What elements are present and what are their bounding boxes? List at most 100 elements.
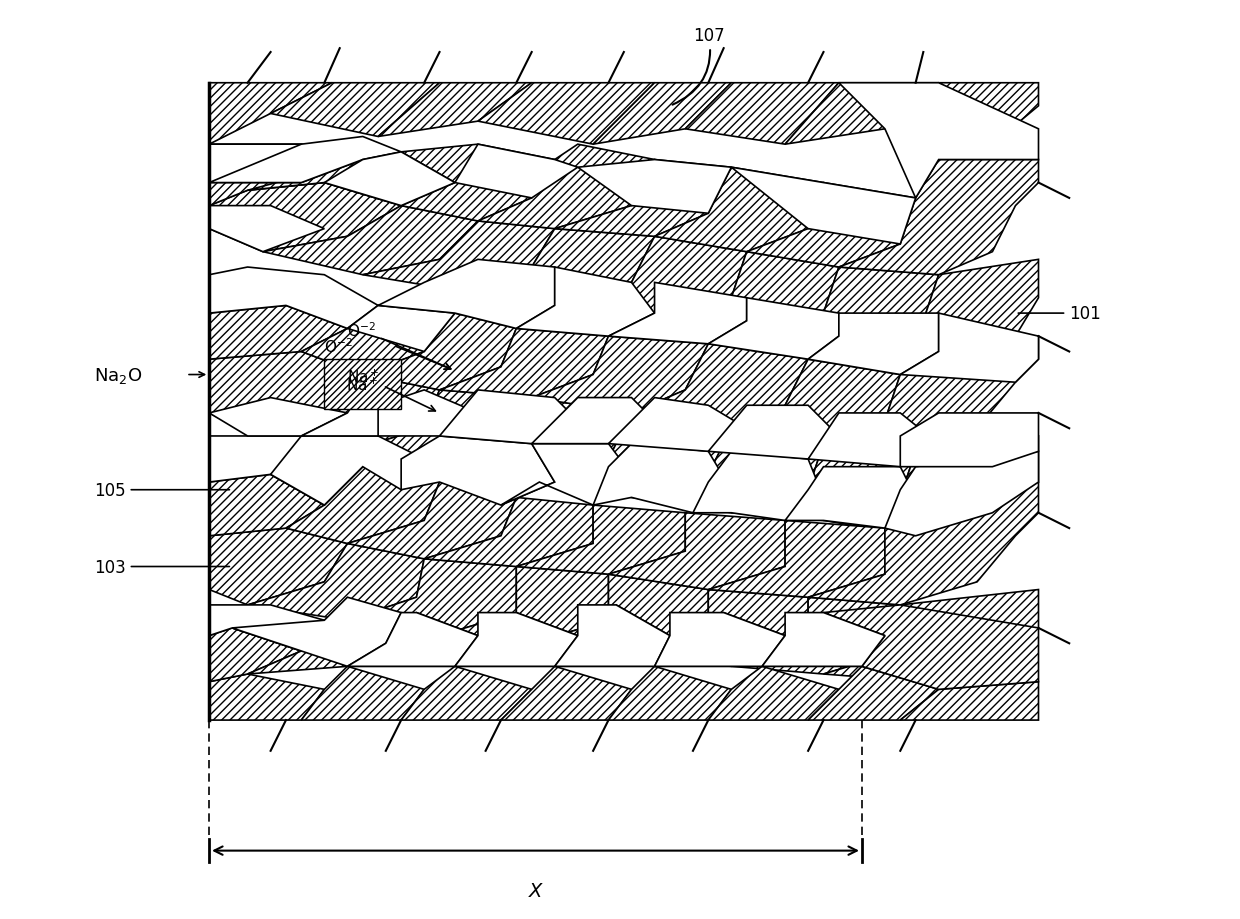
Text: X: X <box>528 881 542 901</box>
Polygon shape <box>248 620 386 675</box>
Polygon shape <box>210 675 325 720</box>
Polygon shape <box>655 613 785 666</box>
Polygon shape <box>232 597 402 666</box>
Text: 105: 105 <box>94 482 229 499</box>
Polygon shape <box>732 359 900 444</box>
Polygon shape <box>655 253 838 336</box>
Polygon shape <box>838 84 1039 199</box>
Polygon shape <box>402 437 554 505</box>
Polygon shape <box>347 560 516 636</box>
Polygon shape <box>210 207 325 253</box>
Polygon shape <box>847 260 1039 359</box>
Polygon shape <box>477 145 655 230</box>
Polygon shape <box>554 160 732 237</box>
Polygon shape <box>554 606 670 666</box>
Polygon shape <box>363 313 516 391</box>
Polygon shape <box>210 528 347 606</box>
Polygon shape <box>210 306 347 359</box>
Polygon shape <box>301 306 455 375</box>
Polygon shape <box>708 406 838 460</box>
Polygon shape <box>501 666 631 720</box>
Polygon shape <box>439 398 631 482</box>
Polygon shape <box>347 613 477 666</box>
Polygon shape <box>609 513 785 590</box>
Text: 107: 107 <box>672 28 724 106</box>
Polygon shape <box>631 345 808 429</box>
Polygon shape <box>455 145 578 199</box>
Polygon shape <box>455 613 578 666</box>
Polygon shape <box>347 306 455 352</box>
Polygon shape <box>210 145 363 207</box>
Polygon shape <box>210 398 347 437</box>
Polygon shape <box>210 84 332 145</box>
Polygon shape <box>631 590 808 666</box>
Polygon shape <box>501 444 631 505</box>
Polygon shape <box>693 452 823 521</box>
Polygon shape <box>823 437 1039 536</box>
Polygon shape <box>885 452 1039 536</box>
Polygon shape <box>210 475 325 536</box>
Polygon shape <box>785 84 939 145</box>
Polygon shape <box>763 613 885 666</box>
Polygon shape <box>732 168 915 244</box>
Polygon shape <box>900 313 1039 383</box>
Polygon shape <box>248 544 424 620</box>
Text: O$^{-2}$: O$^{-2}$ <box>347 321 450 369</box>
Polygon shape <box>554 606 670 666</box>
Polygon shape <box>347 391 532 467</box>
Polygon shape <box>347 613 477 666</box>
Polygon shape <box>424 498 593 567</box>
Polygon shape <box>402 145 554 221</box>
Polygon shape <box>455 613 578 666</box>
FancyBboxPatch shape <box>325 359 402 410</box>
Polygon shape <box>900 414 1039 467</box>
Polygon shape <box>823 606 1039 689</box>
Polygon shape <box>746 267 939 345</box>
Polygon shape <box>900 682 1039 720</box>
Polygon shape <box>270 84 439 137</box>
Polygon shape <box>732 597 900 675</box>
Polygon shape <box>655 613 785 666</box>
Polygon shape <box>516 267 655 336</box>
Polygon shape <box>539 414 732 498</box>
Polygon shape <box>554 237 746 322</box>
Polygon shape <box>578 160 732 214</box>
Polygon shape <box>593 444 732 513</box>
Polygon shape <box>210 184 402 253</box>
Polygon shape <box>823 336 1039 452</box>
Text: Na$^+$: Na$^+$ <box>346 377 379 393</box>
Polygon shape <box>347 482 516 560</box>
Polygon shape <box>402 666 532 720</box>
Polygon shape <box>838 160 1039 276</box>
Polygon shape <box>255 375 439 452</box>
Polygon shape <box>823 590 1039 682</box>
Polygon shape <box>885 84 1039 145</box>
Polygon shape <box>378 260 554 329</box>
Polygon shape <box>532 574 708 659</box>
Text: Na$_2$O: Na$_2$O <box>94 365 143 385</box>
Polygon shape <box>732 444 915 521</box>
Polygon shape <box>708 521 885 597</box>
Polygon shape <box>655 168 823 253</box>
Polygon shape <box>609 283 746 345</box>
Polygon shape <box>808 666 939 720</box>
Polygon shape <box>609 398 746 452</box>
Polygon shape <box>609 666 732 720</box>
Polygon shape <box>325 153 455 207</box>
Polygon shape <box>270 437 439 505</box>
Polygon shape <box>763 613 885 666</box>
Polygon shape <box>210 352 363 437</box>
Polygon shape <box>439 329 609 398</box>
Polygon shape <box>808 482 1039 606</box>
Polygon shape <box>378 391 477 437</box>
Polygon shape <box>808 414 939 467</box>
Polygon shape <box>785 467 915 528</box>
Polygon shape <box>686 84 838 145</box>
Polygon shape <box>708 299 838 359</box>
Polygon shape <box>210 145 363 184</box>
Polygon shape <box>532 398 655 444</box>
Polygon shape <box>263 207 477 276</box>
Text: Na$^+$: Na$^+$ <box>347 369 435 412</box>
Polygon shape <box>439 391 578 444</box>
Polygon shape <box>210 629 301 682</box>
